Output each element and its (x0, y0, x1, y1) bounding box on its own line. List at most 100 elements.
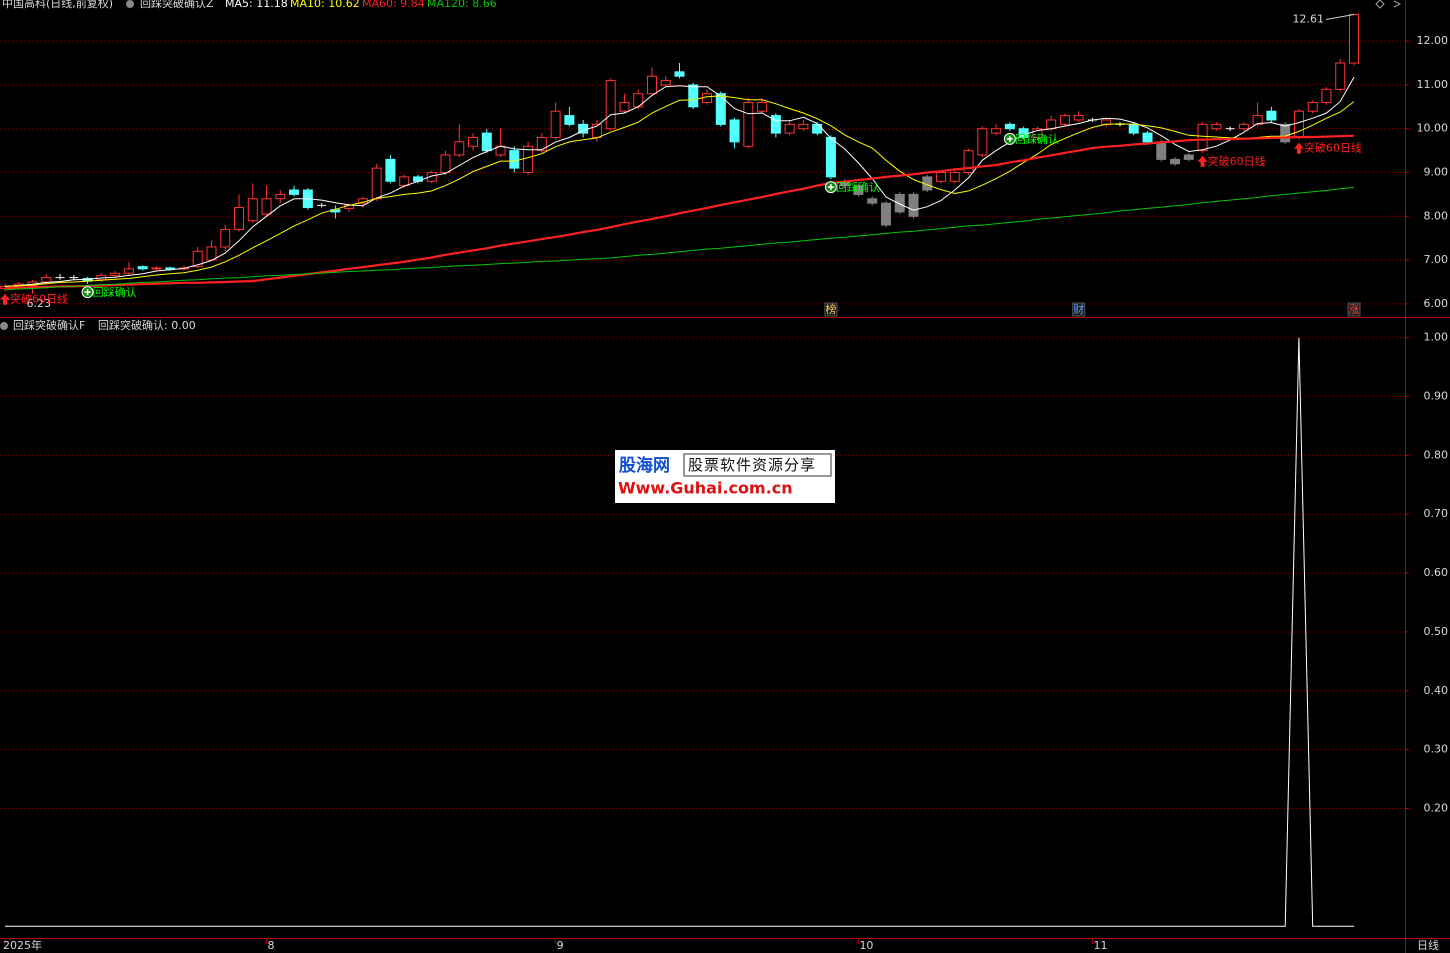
candle-body (1293, 110, 1304, 138)
candle-body (715, 93, 726, 125)
series-line (4, 95, 1355, 287)
signal-plus (1006, 135, 1013, 142)
x-tick-label: 10 (859, 939, 873, 952)
candle-body (1059, 115, 1070, 125)
candle-body (261, 198, 272, 215)
y-tick-label: 1.00 (1424, 331, 1449, 344)
candle-body (1280, 123, 1291, 143)
indicator-title: 回踩突破确认F (13, 318, 85, 332)
icon[interactable] (0, 322, 8, 330)
candle-body (1197, 123, 1208, 152)
x-tick-label: 2025年 (3, 938, 42, 952)
candle-body (880, 202, 891, 226)
candle-body (949, 172, 960, 182)
candle-body (41, 277, 52, 283)
candle-body (1128, 123, 1139, 134)
y-tick-label: 0.60 (1424, 566, 1449, 579)
event-label: 榜 (825, 302, 836, 316)
icon[interactable] (1393, 0, 1402, 8)
candle-body (1335, 62, 1346, 90)
low-label: 6.23 (27, 297, 52, 310)
candle-body (564, 115, 575, 125)
candle-body (234, 207, 245, 230)
candle-body (770, 115, 781, 134)
stock-title: 中国高科(日线,前复权) (2, 0, 113, 10)
event-box (1072, 302, 1086, 317)
y-tick-label: 0.90 (1424, 390, 1449, 403)
signal-label: 突破60日线 (10, 292, 68, 306)
signal-label: 回踩确认 (93, 286, 137, 299)
y-tick-label: 12.00 (1417, 34, 1449, 47)
candle-body (247, 198, 258, 222)
candle-body (1238, 123, 1249, 130)
candle-body (977, 128, 988, 156)
candle-body (192, 250, 203, 268)
x-tick-label: 8 (268, 939, 275, 952)
candle-body (1321, 88, 1332, 103)
signal-arrow (0, 293, 10, 305)
candle-body (605, 80, 616, 130)
indicator-name: 回踩突破确认Z (140, 0, 214, 10)
legend-entry: MA5: 11.18 (225, 0, 288, 10)
watermark-url: Www.Guhai.com.cn (618, 479, 793, 498)
signal-arrow (1197, 155, 1208, 167)
candle-body (1004, 123, 1015, 130)
candle-body (812, 123, 823, 134)
candle-body (399, 176, 410, 187)
icon[interactable] (126, 0, 134, 8)
candle-body (206, 246, 217, 261)
y-tick-label: 11.00 (1417, 78, 1449, 91)
candle-body (619, 101, 630, 112)
event-box (1347, 302, 1361, 317)
leader (1325, 13, 1355, 20)
candle-body (729, 119, 740, 143)
event-box (824, 302, 838, 317)
candle-body (798, 123, 809, 130)
candle-body (1032, 128, 1043, 138)
y-tick-label: 0.80 (1424, 448, 1449, 461)
legend-entry: MA120: 8.66 (427, 0, 497, 10)
y-tick-label: 0.50 (1424, 625, 1449, 638)
candle-body (853, 185, 864, 195)
watermark: 股海网 股票软件资源分享 Www.Guhai.com.cn (615, 450, 835, 503)
watermark-brand: 股海网 (619, 455, 670, 476)
candle-body (633, 93, 644, 108)
candle-body (1349, 13, 1359, 64)
candle-body (825, 136, 836, 178)
y-tick-label: 8.00 (1424, 209, 1449, 222)
high-label: 12.61 (1293, 12, 1325, 25)
candle-body (936, 172, 947, 182)
y-tick-label: 9.00 (1424, 166, 1449, 179)
series-line (4, 134, 1355, 290)
event-label: 财 (1073, 302, 1084, 316)
candle-body (371, 167, 382, 200)
signal-label: 回踩确认 (1015, 133, 1059, 146)
x-tick-label: 11 (1093, 939, 1107, 952)
candle-body (963, 150, 974, 174)
candle-body (991, 128, 1002, 134)
candle-body (550, 110, 561, 138)
candle-body (123, 268, 134, 274)
candle-body (1183, 154, 1194, 160)
candle-body (743, 101, 754, 147)
candle-body (137, 266, 148, 270)
legend-entry: 回踩突破确认: 0.00 (98, 318, 196, 332)
icon[interactable] (1375, 0, 1385, 9)
series-line (5, 337, 1354, 927)
candle-body (1046, 119, 1057, 130)
candle-body (468, 136, 479, 147)
signal-plus (827, 184, 834, 191)
candle-body (1101, 119, 1112, 125)
candle-body (867, 198, 878, 204)
candle-body (220, 228, 231, 248)
y-tick-label: 10.00 (1417, 122, 1449, 135)
candle-body (523, 145, 534, 174)
legend-entry: MA60: 9.84 (362, 0, 425, 10)
candle-body (1211, 123, 1222, 130)
period-label[interactable]: 日线 (1417, 938, 1439, 952)
candle-body (1170, 158, 1181, 165)
candle-body (151, 267, 162, 270)
candle-body (536, 136, 547, 152)
candle-body (275, 193, 286, 200)
candle-body (674, 71, 685, 77)
